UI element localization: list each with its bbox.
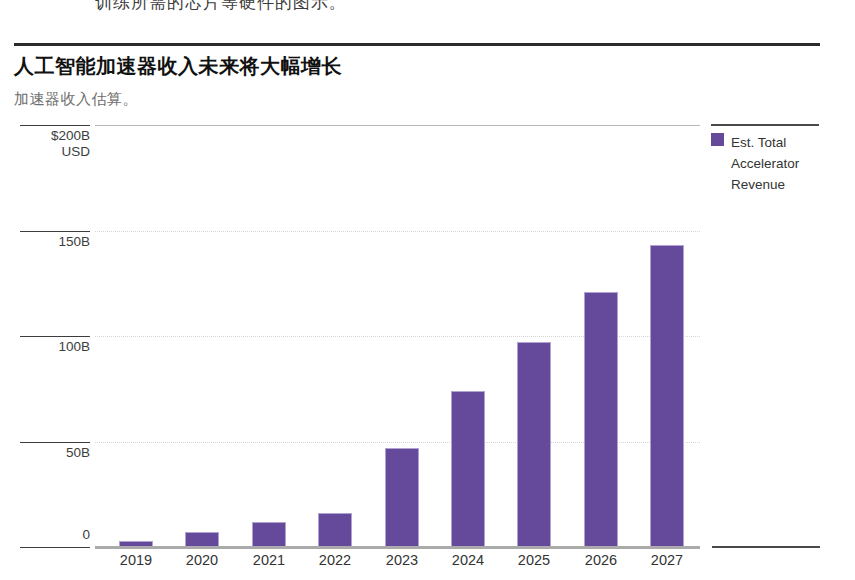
bar-2025 xyxy=(517,342,551,547)
x-tick-label-2026: 2026 xyxy=(571,552,631,568)
legend-bottom-rule xyxy=(712,546,820,548)
y-tick-label: 50B xyxy=(20,445,90,461)
x-tick-label-2025: 2025 xyxy=(504,552,564,568)
legend-label: Est. TotalAcceleratorRevenue xyxy=(731,132,799,195)
y-tick-label: 0 xyxy=(20,527,90,543)
bar-2020 xyxy=(185,532,219,547)
legend-swatch-purple xyxy=(711,133,724,146)
legend: Est. TotalAcceleratorRevenue xyxy=(711,132,841,195)
x-tick-label-2022: 2022 xyxy=(305,552,365,568)
y-tick-line xyxy=(20,231,90,232)
x-axis-baseline xyxy=(95,546,700,549)
bar-2026 xyxy=(584,292,618,547)
y-tick-line xyxy=(20,336,90,337)
x-tick-label-2020: 2020 xyxy=(172,552,232,568)
bar-2023 xyxy=(385,448,419,547)
y-tick-label: 100B xyxy=(20,339,90,355)
x-tick-label-2024: 2024 xyxy=(438,552,498,568)
y-tick-label: 150B xyxy=(20,234,90,250)
y-tick-line xyxy=(20,125,90,126)
legend-top-rule xyxy=(711,124,819,126)
gridline-top xyxy=(95,125,700,126)
gridline-dashed xyxy=(95,231,700,232)
x-tick-label-2027: 2027 xyxy=(637,552,697,568)
y-tick-label: $200B USD xyxy=(20,128,90,160)
x-tick-label-2019: 2019 xyxy=(106,552,166,568)
bar-2024 xyxy=(451,391,485,547)
bar-chart: $200B USD 150B 100B 50B 0 2019 2020 2021 2022 20… xyxy=(0,0,855,580)
y-tick-line xyxy=(20,547,90,548)
legend-label-line: Est. Total xyxy=(731,132,799,153)
bar-2022 xyxy=(318,513,352,547)
legend-label-line: Accelerator xyxy=(731,153,799,174)
x-tick-label-2023: 2023 xyxy=(372,552,432,568)
bar-2021 xyxy=(252,522,286,547)
legend-label-line: Revenue xyxy=(731,174,799,195)
bar-2027 xyxy=(650,245,684,547)
y-tick-line xyxy=(20,442,90,443)
x-tick-label-2021: 2021 xyxy=(239,552,299,568)
